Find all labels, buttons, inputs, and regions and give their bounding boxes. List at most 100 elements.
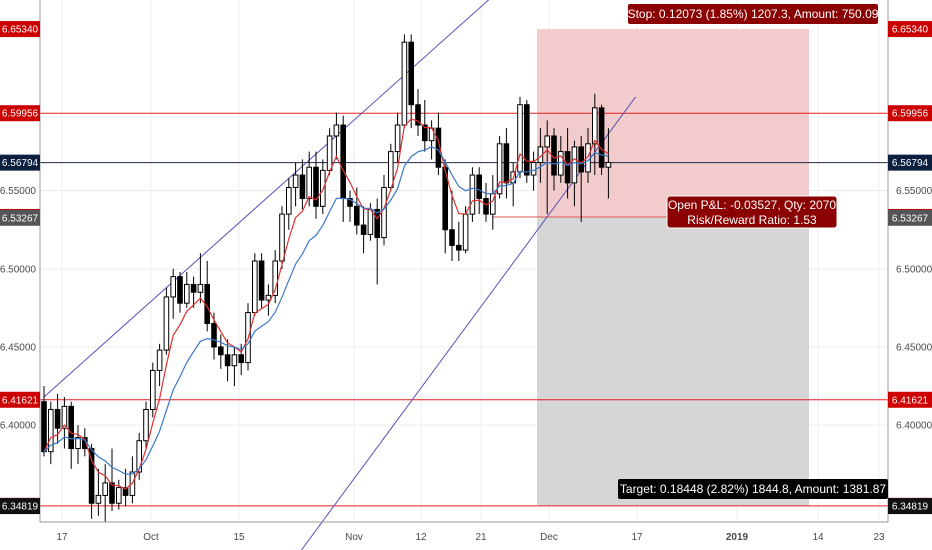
x-tick-label: Nov <box>345 532 363 543</box>
candle <box>136 432 142 480</box>
price-badge-text: 6.65340 <box>892 25 929 36</box>
y-tick-label-left: 6.45000 <box>0 342 36 353</box>
candle <box>306 151 312 207</box>
candle-body <box>279 213 285 262</box>
x-tick-label: 17 <box>56 532 68 543</box>
candle <box>442 159 448 254</box>
candle <box>75 425 81 465</box>
candle <box>360 206 367 254</box>
candle-body <box>592 107 598 145</box>
candle <box>299 159 306 210</box>
price-badge-text: 6.34819 <box>2 502 39 513</box>
price-badge-right: 6.59956 <box>888 105 932 122</box>
candle-body <box>116 487 122 504</box>
candle <box>496 135 503 199</box>
candle <box>272 250 278 304</box>
candle <box>279 206 285 269</box>
candle <box>422 100 428 152</box>
stop-loss-zone[interactable] <box>537 29 809 217</box>
price-badge-left: 6.34819 <box>0 498 40 515</box>
candle-body <box>190 283 197 293</box>
candle-body <box>483 197 489 215</box>
candle-body <box>381 187 387 239</box>
price-badge-right: 6.41621 <box>888 391 932 408</box>
x-tick-label: 2019 <box>726 532 749 543</box>
candle-body <box>163 296 170 351</box>
candle-body <box>360 224 367 235</box>
take-profit-zone[interactable] <box>537 216 809 506</box>
price-badge-bg <box>0 105 40 122</box>
price-badge-right: 6.53267 <box>888 209 932 226</box>
candle-body <box>231 354 238 367</box>
candle-body <box>326 135 333 171</box>
candle-body <box>571 146 578 184</box>
candle <box>544 120 551 215</box>
candle <box>156 343 163 387</box>
candle-body <box>95 494 102 504</box>
price-badge-text: 6.56794 <box>2 158 39 169</box>
candle-body <box>306 166 312 199</box>
x-tick-label: 21 <box>475 532 487 543</box>
candle-body <box>299 174 306 199</box>
candle-body <box>218 346 224 356</box>
price-badge-left: 6.41621 <box>0 391 40 408</box>
price-badge-bg <box>0 21 40 38</box>
open-pnl-text: Open P&L: -0.03527, Qty: 2070 <box>668 198 836 212</box>
candle <box>449 190 455 261</box>
candle <box>564 128 571 199</box>
candle <box>116 479 122 510</box>
open-pnl-annotation[interactable]: Open P&L: -0.03527, Qty: 2070 Risk/Rewar… <box>666 195 838 229</box>
candle <box>170 268 176 319</box>
candle-body <box>265 294 272 301</box>
candle <box>347 190 353 222</box>
candle <box>48 401 54 465</box>
candle <box>258 253 265 308</box>
candle-body <box>61 405 68 429</box>
position-annotations[interactable]: Stop: 0.12073 (1.85%) 1207.3, Amount: 75… <box>618 4 888 499</box>
candle-body <box>524 104 530 176</box>
candle-body <box>102 482 109 496</box>
candle-body <box>177 276 183 304</box>
stop-annotation[interactable]: Stop: 0.12073 (1.85%) 1207.3, Amount: 75… <box>628 4 879 24</box>
y-tick-label-right: 6.50000 <box>896 264 932 275</box>
candle <box>592 93 598 176</box>
candle-body <box>598 107 605 168</box>
y-axis-tick-labels: 6.55000 6.55000 6.50000 6.50000 6.45000 6.450… <box>0 186 932 431</box>
candle <box>190 276 197 308</box>
candle <box>578 135 585 222</box>
candle <box>394 112 401 163</box>
candle <box>41 386 47 457</box>
candle <box>231 346 238 387</box>
candle <box>61 396 68 449</box>
candle <box>326 128 333 176</box>
candle-body <box>408 41 414 106</box>
price-badge-bg <box>0 154 40 171</box>
candle-body <box>564 151 571 184</box>
target-annotation[interactable]: Target: 0.18448 (2.82%) 1844.8, Amount: … <box>618 479 888 499</box>
candle <box>95 468 102 516</box>
price-badge-left: 6.53267 <box>0 209 40 226</box>
channel-lower-line[interactable] <box>296 96 637 550</box>
stop-annotation-text: Stop: 0.12073 (1.85%) 1207.3, Amount: 75… <box>628 7 879 21</box>
candle-body <box>605 162 612 168</box>
candle-body <box>252 260 258 314</box>
candle <box>503 128 510 199</box>
candle-body <box>258 260 265 301</box>
candle <box>313 151 319 219</box>
x-tick-label: 14 <box>812 532 824 543</box>
candle-body <box>544 135 551 148</box>
x-tick-label: Oct <box>143 532 159 543</box>
channel-upper-line[interactable] <box>43 0 520 398</box>
candle-body <box>286 187 292 215</box>
y-tick-label-right: 6.45000 <box>896 342 932 353</box>
x-tick-label: 15 <box>233 532 245 543</box>
candle-body <box>54 408 61 429</box>
trend-channel[interactable] <box>43 0 637 550</box>
candle-body <box>211 323 217 348</box>
horizontal-price-lines <box>40 112 888 507</box>
candle <box>333 112 340 160</box>
candle-body <box>156 349 163 371</box>
candle-body <box>503 143 510 184</box>
moving-averages <box>43 118 609 490</box>
